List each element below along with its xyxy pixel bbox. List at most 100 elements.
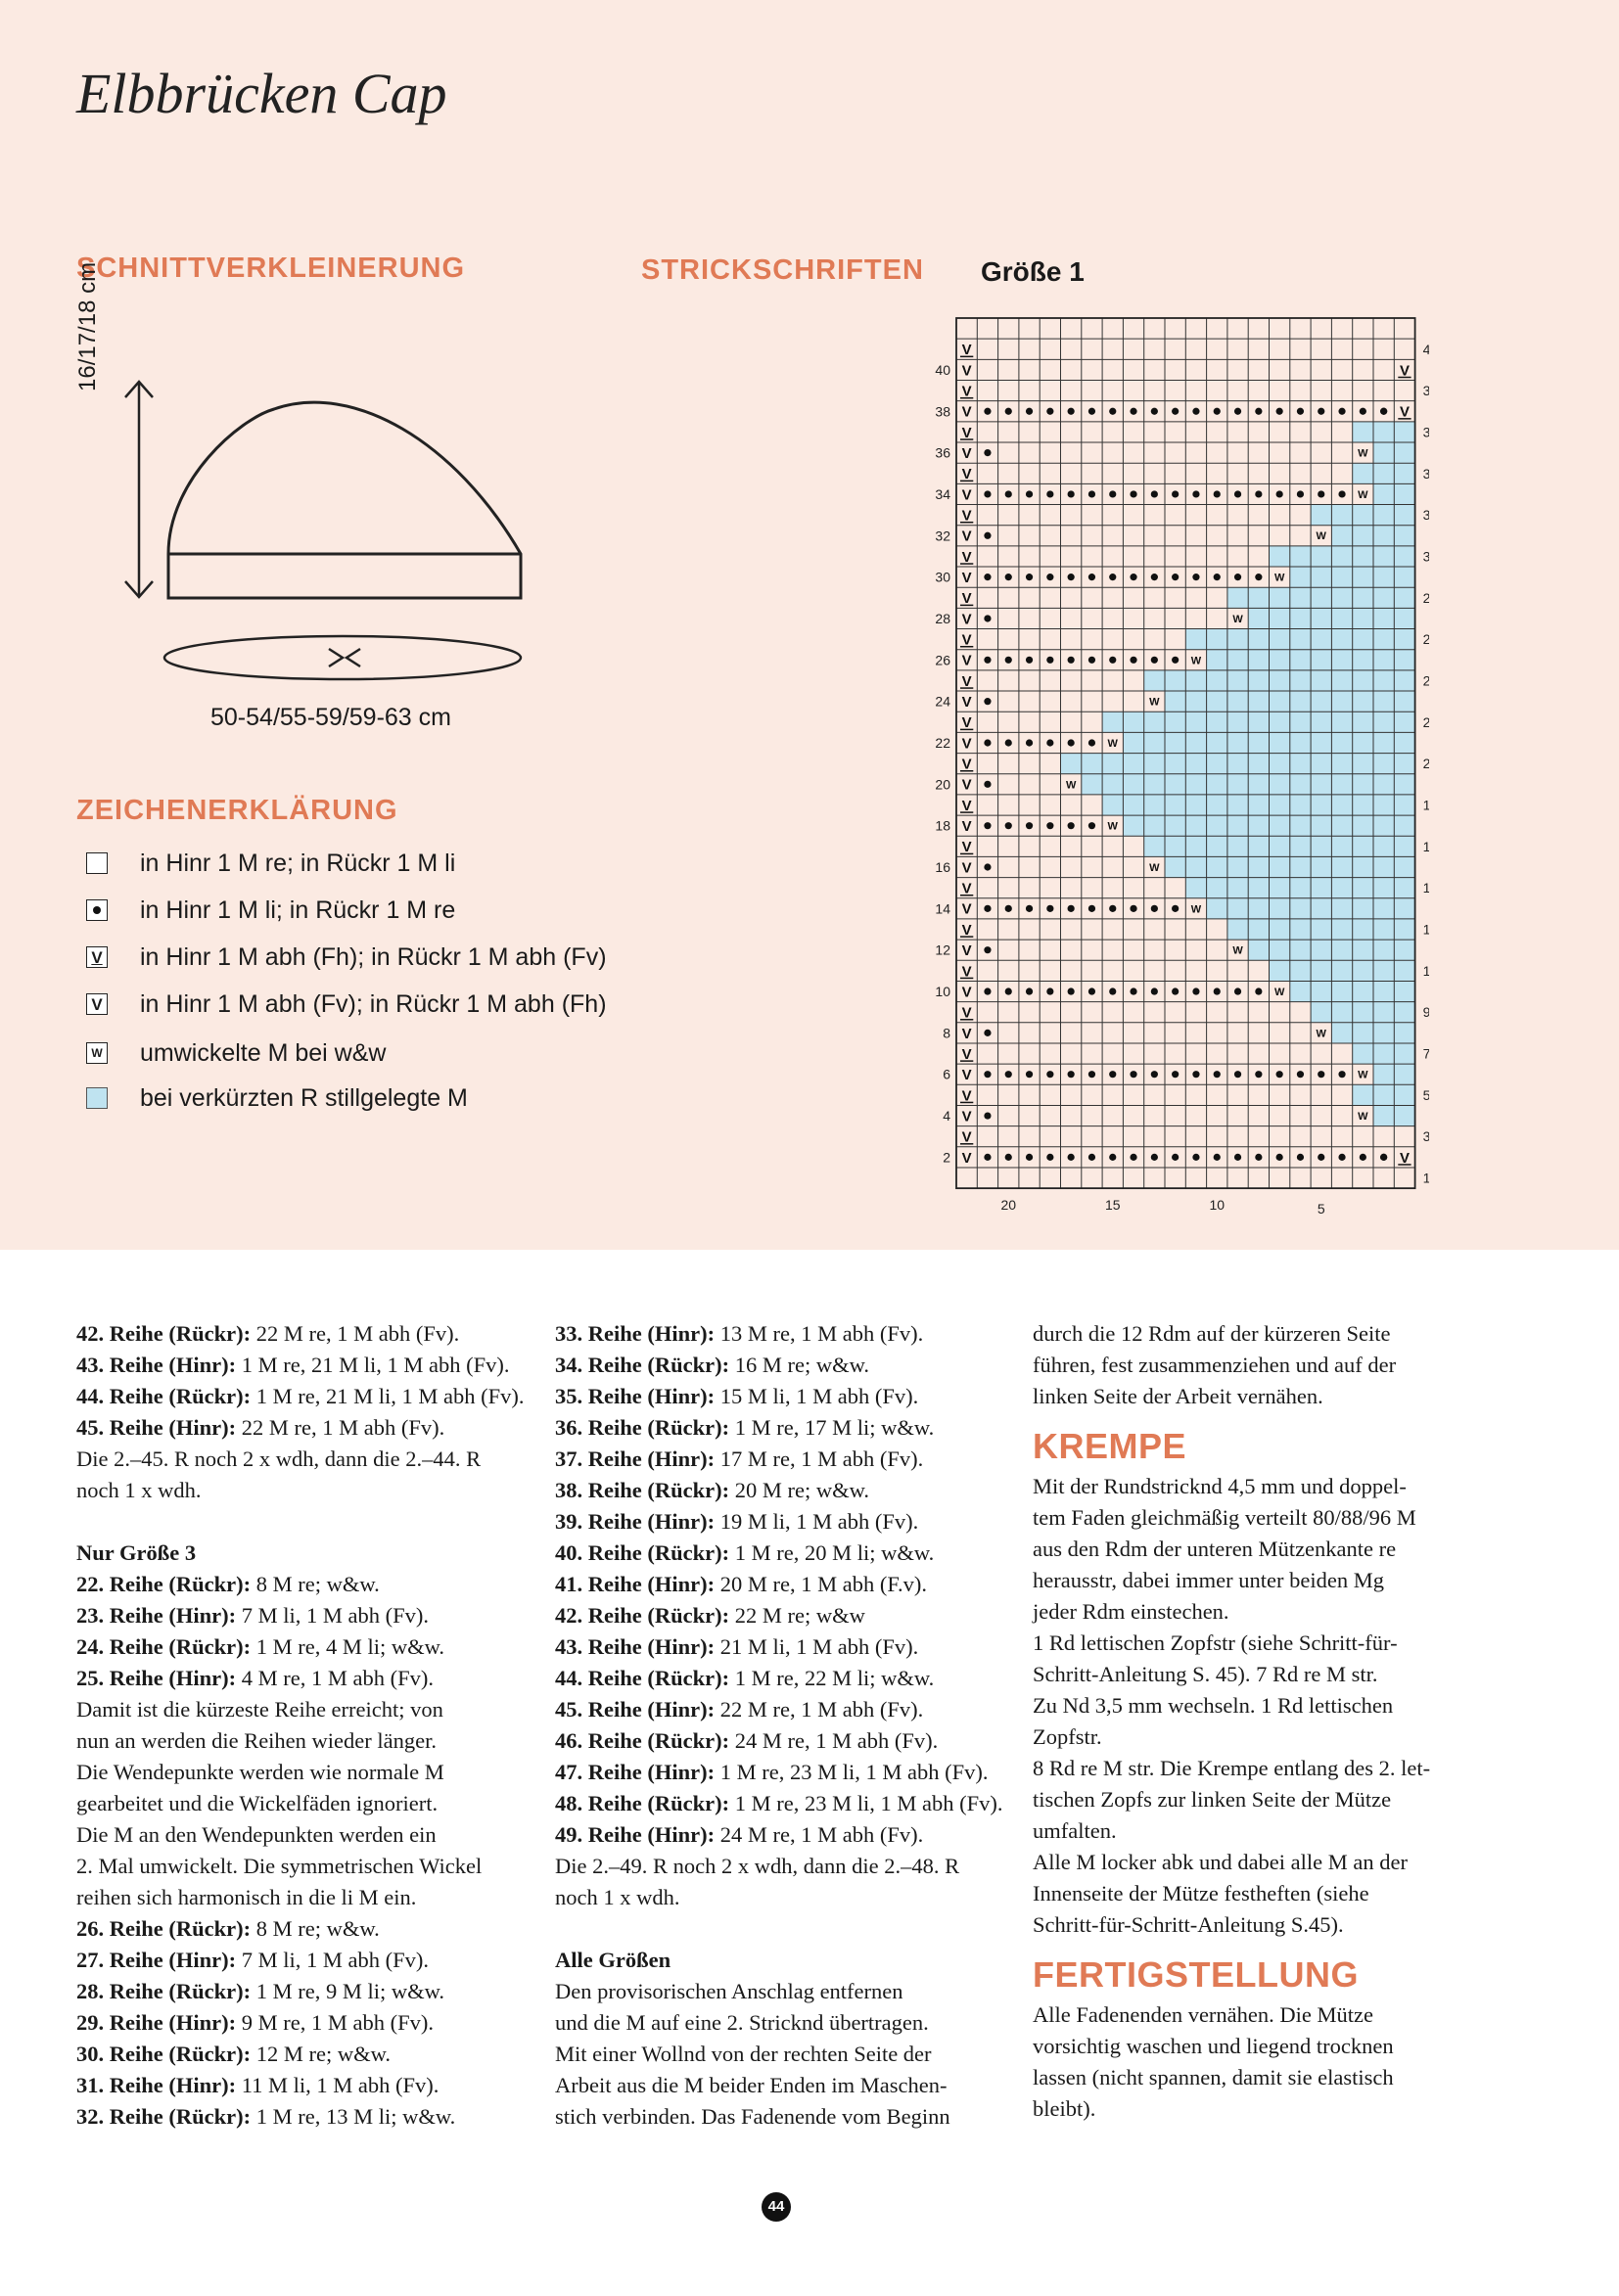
slip-stitch-symbol: V [962, 425, 972, 441]
text-col1-line: 29. Reihe (Hinr): 9 M re, 1 M abh (Fv). [76, 2007, 522, 2039]
text-col2-line: 42. Reihe (Rückr): 22 M re; w&w [555, 1600, 1000, 1631]
v-square-icon: V [86, 993, 108, 1015]
row-instruction: Alle M locker abk und dabei alle M an de… [1033, 1850, 1408, 1874]
row-instruction: 7 M li, 1 M abh (Fv). [236, 1603, 429, 1628]
text-col2-line: 35. Reihe (Hinr): 15 M li, 1 M abh (Fv). [555, 1381, 1000, 1412]
text-col1-line: 45. Reihe (Hinr): 22 M re, 1 M abh (Fv). [76, 1412, 522, 1444]
v-underline-square-icon: V [86, 946, 108, 968]
purl-dot [984, 1112, 992, 1120]
row-instruction: 1 M re, 23 M li, 1 M abh (Fv). [729, 1791, 1003, 1815]
row-label: 41. Reihe (Hinr): [555, 1572, 716, 1596]
column-number-label: 10 [1209, 1197, 1225, 1213]
row-label: 47. Reihe (Hinr): [555, 1760, 716, 1784]
purl-dot [1004, 822, 1012, 830]
slip-stitch-symbol: V [962, 1005, 972, 1022]
text-col1-line: nun an werden die Reihen wieder länger. [76, 1725, 522, 1757]
row-label: 40. Reihe (Rückr): [555, 1540, 730, 1565]
purl-dot [1318, 1153, 1325, 1161]
text-col3-line: Alle M locker abk und dabei alle M an de… [1033, 1847, 1478, 1878]
row-label: 26. Reihe (Rückr): [76, 1916, 252, 1941]
wrap-symbol: W [1358, 489, 1368, 501]
text-col3-line: bleibt). [1033, 2093, 1478, 2125]
text-col2-line: 41. Reihe (Hinr): 20 M re, 1 M abh (F.v)… [555, 1569, 1000, 1600]
row-label: 46. Reihe (Rückr): [555, 1728, 730, 1753]
slip-stitch-symbol: V [962, 1046, 972, 1063]
row-number-label: 27 [1423, 631, 1429, 647]
row-instruction: 17 M re, 1 M abh (Fv). [715, 1446, 924, 1471]
row-instruction: Alle Fadenenden vernähen. Die Mütze [1033, 2002, 1373, 2027]
purl-dot [1067, 904, 1075, 912]
paragraph-gap [76, 1506, 522, 1538]
purl-dot [1025, 822, 1034, 830]
text-col3-line: vorsichtig waschen und liegend trocknen [1033, 2031, 1478, 2062]
purl-dot [1046, 407, 1054, 415]
wrap-symbol: W [1232, 614, 1243, 625]
purl-dot [1087, 574, 1096, 581]
held-stitches-cell [1102, 712, 1415, 733]
purl-dot [984, 1029, 992, 1036]
row-instruction: Arbeit aus die M beider Enden im Maschen… [555, 2073, 948, 2097]
row-number-label: 23 [1423, 714, 1429, 730]
row-label: 23. Reihe (Hinr): [76, 1603, 237, 1628]
text-col1-line: noch 1 x wdh. [76, 1475, 522, 1506]
row-label: 25. Reihe (Hinr): [76, 1666, 237, 1690]
row-instruction: 19 M li, 1 M abh (Fv). [715, 1509, 919, 1534]
purl-dot [1255, 490, 1263, 498]
purl-dot [1172, 407, 1180, 415]
purl-dot [984, 987, 992, 995]
row-number-label: 6 [943, 1067, 950, 1082]
text-col1-line: Die Wendepunkte werden wie normale M [76, 1757, 522, 1788]
row-number-label: 21 [1423, 756, 1429, 771]
slip-stitch-symbol: V [962, 1150, 972, 1167]
purl-dot [1172, 1153, 1180, 1161]
legend-item-slip-fh: V in Hinr 1 M abh (Fh); in Rückr 1 M abh… [86, 940, 771, 975]
row-instruction: 1 M re, 21 M li, 1 M abh (Fv). [251, 1384, 525, 1408]
row-label: 49. Reihe (Hinr): [555, 1822, 716, 1847]
purl-dot [1150, 490, 1158, 498]
text-col2-line: 43. Reihe (Hinr): 21 M li, 1 M abh (Fv). [555, 1631, 1000, 1663]
row-instruction: Mit der Rundstricknd 4,5 mm und doppel- [1033, 1474, 1407, 1498]
purl-dot [1046, 987, 1054, 995]
row-instruction: 16 M re; w&w. [729, 1353, 869, 1377]
text-col1-line: 32. Reihe (Rückr): 1 M re, 13 M li; w&w. [76, 2101, 522, 2133]
row-instruction: herausstr, dabei immer unter beiden Mg [1033, 1568, 1384, 1592]
row-number-label: 18 [935, 818, 950, 834]
slip-stitch-symbol: V [962, 549, 972, 566]
text-col2-line: 45. Reihe (Hinr): 22 M re, 1 M abh (Fv). [555, 1694, 1000, 1725]
wrap-symbol: W [1358, 1111, 1368, 1123]
row-number-label: 22 [935, 735, 950, 751]
purl-dot [1192, 987, 1200, 995]
text-col3-line: durch die 12 Rdm auf der kürzeren Seite [1033, 1318, 1478, 1350]
text-col2-line: 49. Reihe (Hinr): 24 M re, 1 M abh (Fv). [555, 1819, 1000, 1851]
slip-stitch-symbol: V [962, 508, 972, 525]
text-col3-line: tischen Zopfs zur linken Seite der Mütze [1033, 1784, 1478, 1815]
purl-dot [1130, 1071, 1137, 1079]
purl-dot [1130, 490, 1137, 498]
purl-dot [1087, 739, 1096, 747]
row-number-label: 8 [943, 1025, 950, 1040]
purl-dot [1087, 656, 1096, 664]
held-stitches-cell [1102, 794, 1415, 816]
row-instruction: noch 1 x wdh. [555, 1885, 680, 1909]
purl-dot [984, 863, 992, 871]
text-col1-line: 44. Reihe (Rückr): 1 M re, 21 M li, 1 M … [76, 1381, 525, 1412]
slip-stitch-symbol: V [962, 486, 972, 503]
purl-dot [1275, 1071, 1283, 1079]
text-col3-line: jeder Rdm einstechen. [1033, 1596, 1478, 1628]
purl-dot [1338, 490, 1346, 498]
text-col3-line: aus den Rdm der unteren Mützenkante re [1033, 1534, 1478, 1565]
circumference-arrow-left [344, 647, 361, 668]
purl-dot [984, 739, 992, 747]
circumference-dimension-label: 50-54/55-59/59-63 cm [210, 704, 451, 731]
row-label: 22. Reihe (Rückr): [76, 1572, 252, 1596]
row-label: 37. Reihe (Hinr): [555, 1446, 716, 1471]
circumference-ellipse [162, 634, 523, 681]
slip-stitch-symbol: V [962, 342, 972, 358]
slip-stitch-symbol: V [962, 859, 972, 876]
purl-dot [984, 407, 992, 415]
purl-dot [984, 1071, 992, 1079]
row-instruction: durch die 12 Rdm auf der kürzeren Seite [1033, 1321, 1391, 1346]
wrap-symbol: W [1317, 1028, 1327, 1039]
purl-dot [1192, 407, 1200, 415]
row-instruction: Den provisorischen Anschlag entfernen [555, 1979, 903, 2003]
